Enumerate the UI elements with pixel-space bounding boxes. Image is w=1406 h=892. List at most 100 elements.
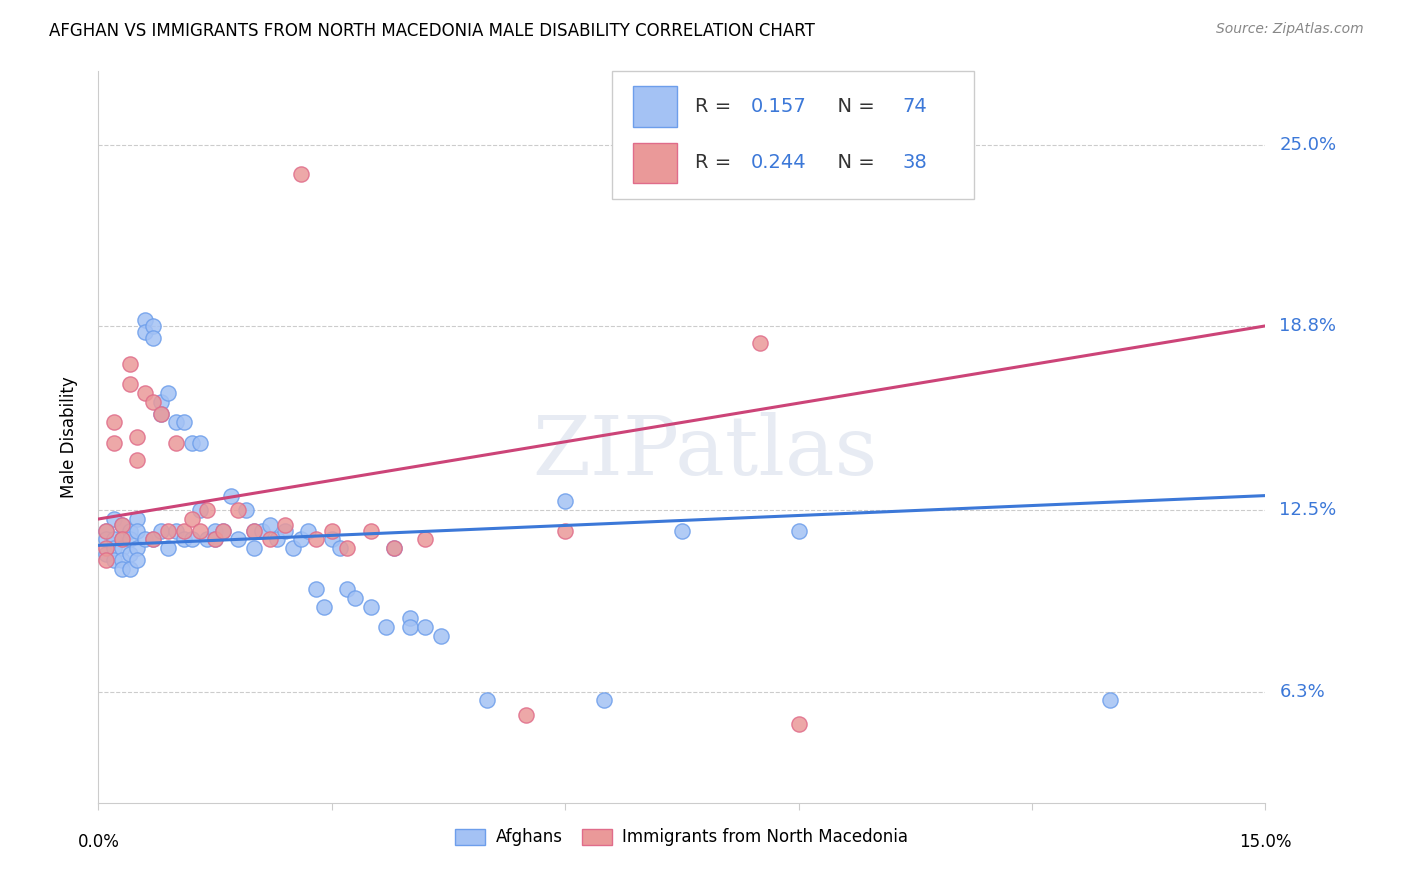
Point [127,553,149,567]
Point [180,533,202,547]
Point [321,524,343,538]
Point [188,503,211,517]
Point [243,524,266,538]
Text: 25.0%: 25.0% [1279,136,1337,153]
Point [321,533,343,547]
Point [149,395,172,409]
Point [180,512,202,526]
Point [96,533,118,547]
Point [344,591,367,605]
Point [212,524,235,538]
Point [142,395,165,409]
Point [96,553,118,567]
Point [297,524,319,538]
Point [228,533,250,547]
Point [360,524,382,538]
Text: Source: ZipAtlas.com: Source: ZipAtlas.com [1216,22,1364,37]
Point [554,494,576,508]
Point [429,629,451,643]
Point [375,620,398,634]
Point [274,517,297,532]
Point [118,547,141,561]
Point [134,386,156,401]
Point [477,693,499,707]
Point [111,562,134,576]
Point [127,430,149,444]
Text: N =: N = [825,97,882,116]
Point [554,524,576,538]
Point [142,330,165,344]
Point [165,436,187,450]
Text: AFGHAN VS IMMIGRANTS FROM NORTH MACEDONIA MALE DISABILITY CORRELATION CHART: AFGHAN VS IMMIGRANTS FROM NORTH MACEDONI… [49,22,815,40]
Point [312,599,335,614]
Point [111,541,134,556]
Point [111,533,134,547]
Point [305,582,328,597]
Point [336,582,359,597]
Point [281,541,304,556]
Point [134,325,156,339]
Point [118,524,141,538]
Bar [633,87,678,127]
Point [188,436,211,450]
Point [204,533,226,547]
Point [103,541,125,556]
Point [149,407,172,421]
Point [127,512,149,526]
Point [149,407,172,421]
Point [1098,693,1121,707]
Point [360,599,382,614]
Text: 38: 38 [903,153,927,172]
Text: 0.0%: 0.0% [77,833,120,851]
Text: R =: R = [695,153,737,172]
Point [329,541,352,556]
Point [787,716,810,731]
Point [111,517,134,532]
Point [142,533,165,547]
Point [127,541,149,556]
Point [103,533,125,547]
Point [259,517,281,532]
Point [103,436,125,450]
Point [142,318,165,333]
Point [188,524,211,538]
Y-axis label: Male Disability: Male Disability [59,376,77,498]
Text: ZIPatlas: ZIPatlas [533,412,877,491]
Point [165,416,187,430]
Point [243,541,266,556]
Point [413,620,436,634]
Point [243,524,266,538]
Point [266,533,288,547]
Point [157,386,180,401]
Point [149,524,172,538]
Point [398,611,420,625]
Point [212,524,235,538]
Point [118,357,141,371]
Point [228,503,250,517]
Point [259,533,281,547]
Point [787,524,810,538]
Point [173,533,195,547]
Point [290,533,312,547]
Point [118,533,141,547]
Point [111,517,134,532]
Legend: Afghans, Immigrants from North Macedonia: Afghans, Immigrants from North Macedonia [449,822,915,853]
Point [413,533,436,547]
Point [118,377,141,392]
Point [142,533,165,547]
Text: N =: N = [825,153,882,172]
Text: 15.0%: 15.0% [1239,833,1292,851]
Point [96,547,118,561]
Point [173,524,195,538]
Point [305,533,328,547]
Point [134,533,156,547]
Point [204,524,226,538]
Text: R =: R = [695,97,737,116]
Point [103,512,125,526]
Text: 18.8%: 18.8% [1279,317,1336,334]
Point [748,336,770,351]
Point [250,524,273,538]
Point [195,503,218,517]
Point [382,541,405,556]
Point [515,708,537,723]
